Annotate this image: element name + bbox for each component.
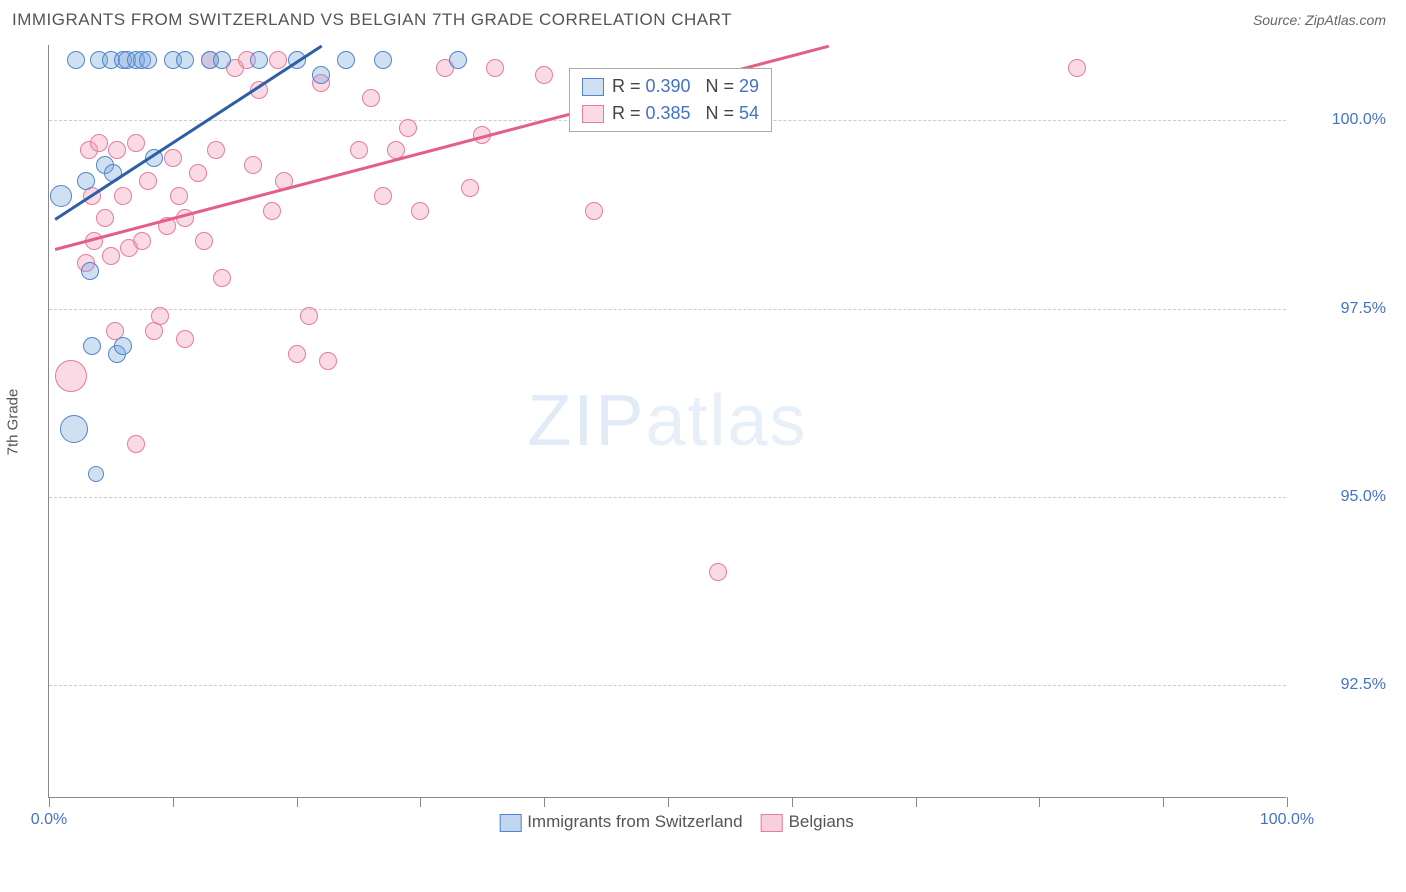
data-point [213,51,231,69]
data-point [102,247,120,265]
data-point [244,156,262,174]
data-point [312,66,330,84]
legend-swatch-a [582,78,604,96]
legend-label-b: Belgians [789,812,854,831]
data-point [83,337,101,355]
data-point [170,187,188,205]
title-bar: IMMIGRANTS FROM SWITZERLAND VS BELGIAN 7… [0,0,1406,35]
x-tick-label: 0.0% [31,811,67,829]
gridline-h [49,685,1286,686]
data-point [1068,59,1086,77]
data-point [319,352,337,370]
data-point [108,141,126,159]
data-point [374,187,392,205]
scatter-plot: ZIPatlas 92.5%95.0%97.5%100.0%0.0%100.0%… [48,45,1286,798]
legend-row-b: R = 0.385 N = 54 [582,100,759,127]
data-point [709,563,727,581]
data-point [50,185,72,207]
data-point [374,51,392,69]
data-point [114,187,132,205]
legend-row-a: R = 0.390 N = 29 [582,73,759,100]
x-tick-label: 100.0% [1260,811,1314,829]
y-tick-label: 100.0% [1296,111,1386,129]
data-point [81,262,99,280]
legend-swatch-b-icon [761,814,783,832]
data-point [207,141,225,159]
data-point [114,337,132,355]
data-point [213,269,231,287]
data-point [127,435,145,453]
gridline-h [49,309,1286,310]
data-point [486,59,504,77]
data-point [139,172,157,190]
x-tick [49,797,50,807]
data-point [67,51,85,69]
data-point [535,66,553,84]
data-point [88,466,104,482]
y-tick-label: 97.5% [1296,300,1386,318]
x-tick [916,797,917,807]
data-point [96,209,114,227]
chart-container: 7th Grade ZIPatlas 92.5%95.0%97.5%100.0%… [48,45,1388,798]
data-point [399,119,417,137]
data-point [195,232,213,250]
data-point [127,134,145,152]
legend-swatch-b [582,105,604,123]
data-point [411,202,429,220]
data-point [164,149,182,167]
y-axis-label: 7th Grade [5,388,22,455]
data-point [77,172,95,190]
gridline-h [49,497,1286,498]
series-legend: Immigrants from Switzerland Belgians [481,812,854,832]
data-point [337,51,355,69]
data-point [151,307,169,325]
data-point [176,330,194,348]
x-tick [544,797,545,807]
data-point [288,345,306,363]
data-point [585,202,603,220]
data-point [300,307,318,325]
x-tick [1287,797,1288,807]
legend-label-a: Immigrants from Switzerland [527,812,742,831]
data-point [250,51,268,69]
x-tick [1039,797,1040,807]
data-point [60,415,88,443]
data-point [55,360,87,392]
watermark: ZIPatlas [527,380,807,462]
data-point [449,51,467,69]
data-point [263,202,281,220]
data-point [133,232,151,250]
x-tick [792,797,793,807]
x-tick [668,797,669,807]
chart-title: IMMIGRANTS FROM SWITZERLAND VS BELGIAN 7… [12,10,732,30]
x-tick [297,797,298,807]
legend-swatch-a-icon [499,814,521,832]
data-point [269,51,287,69]
x-tick [173,797,174,807]
correlation-legend: R = 0.390 N = 29R = 0.385 N = 54 [569,68,772,132]
x-tick [1163,797,1164,807]
y-tick-label: 95.0% [1296,488,1386,506]
data-point [176,51,194,69]
data-point [189,164,207,182]
data-point [139,51,157,69]
source-attribution: Source: ZipAtlas.com [1253,12,1386,28]
trend-line [55,45,323,220]
data-point [90,134,108,152]
data-point [362,89,380,107]
x-tick [420,797,421,807]
data-point [350,141,368,159]
y-tick-label: 92.5% [1296,676,1386,694]
data-point [461,179,479,197]
